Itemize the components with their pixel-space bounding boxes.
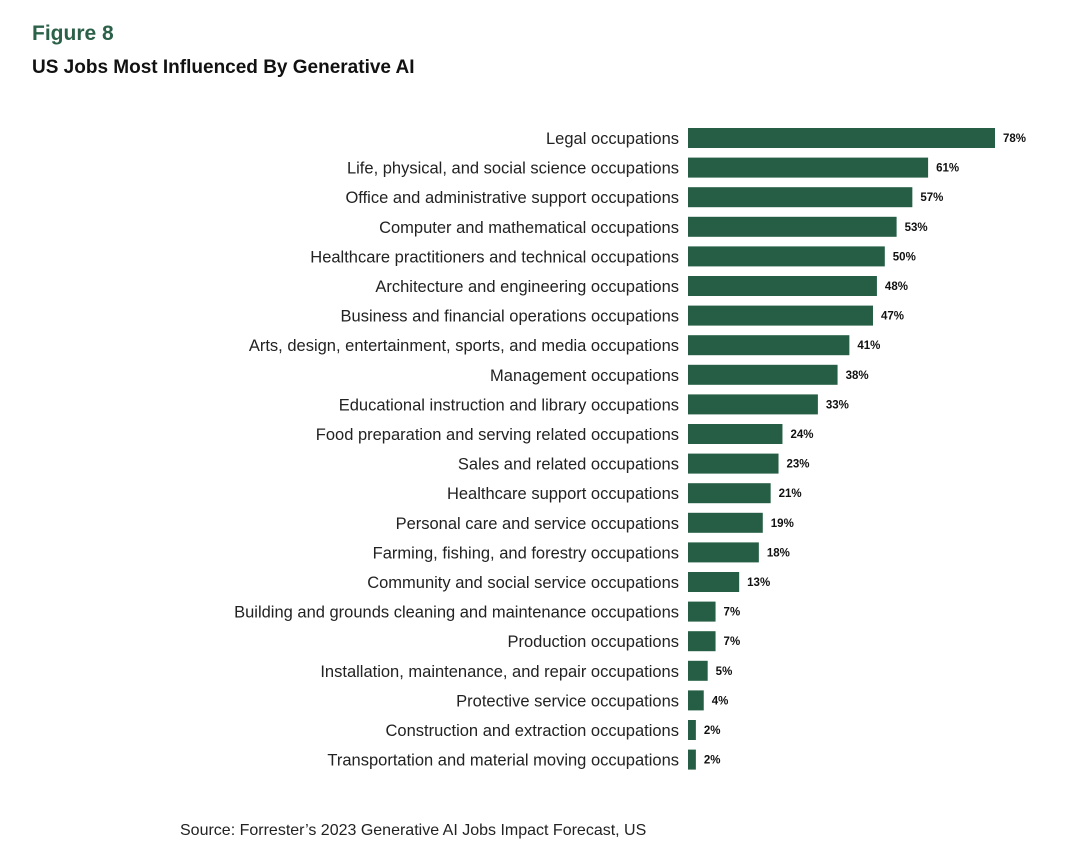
category-label: Protective service occupations [456, 692, 679, 710]
bar [688, 305, 873, 326]
category-label: Healthcare support occupations [447, 485, 679, 503]
value-label: 13% [747, 577, 770, 589]
value-label: 7% [724, 636, 741, 648]
value-label: 53% [905, 222, 928, 234]
category-label: Architecture and engineering occupations [375, 278, 679, 296]
category-label: Computer and mathematical occupations [379, 219, 679, 237]
bar [688, 246, 885, 267]
category-label: Sales and related occupations [458, 456, 679, 474]
category-label: Arts, design, entertainment, sports, and… [249, 337, 679, 355]
bar [688, 512, 763, 533]
value-label: 61% [936, 163, 959, 175]
bar [688, 424, 783, 444]
value-label: 50% [893, 251, 916, 263]
value-label: 47% [881, 311, 904, 323]
value-label: 38% [846, 370, 869, 382]
bar [688, 720, 696, 740]
category-label: Personal care and service occupations [396, 515, 679, 533]
bar [688, 453, 779, 474]
category-label: Educational instruction and library occu… [339, 396, 679, 414]
value-label: 4% [712, 695, 729, 707]
value-label: 57% [920, 192, 943, 204]
value-label: 78% [1003, 133, 1026, 145]
bar [688, 749, 696, 770]
bar [688, 483, 771, 504]
bar [688, 542, 759, 563]
category-label: Life, physical, and social science occup… [347, 160, 679, 178]
bar [688, 187, 913, 208]
value-label: 48% [885, 281, 908, 293]
category-label: Community and social service occupations [367, 574, 679, 592]
bar [688, 690, 704, 711]
category-label: Healthcare practitioners and technical o… [310, 248, 679, 266]
value-label: 2% [704, 725, 721, 737]
category-label: Building and grounds cleaning and mainte… [234, 604, 679, 622]
source-note: Source: Forrester’s 2023 Generative AI J… [180, 822, 647, 839]
bar [688, 660, 708, 681]
value-label: 41% [857, 340, 880, 352]
value-label: 19% [771, 518, 794, 530]
value-label: 18% [767, 547, 790, 559]
chart-title: US Jobs Most Influenced By Generative AI [32, 57, 415, 78]
value-label: 5% [716, 666, 733, 678]
value-label: 24% [790, 429, 813, 441]
category-label: Installation, maintenance, and repair oc… [320, 663, 679, 681]
category-label: Business and financial operations occupa… [341, 308, 679, 326]
bar [688, 601, 716, 622]
bar [688, 216, 897, 237]
figure-label: Figure 8 [32, 22, 114, 45]
category-label: Transportation and material moving occup… [327, 752, 679, 770]
value-label: 2% [704, 755, 721, 767]
value-label: 7% [724, 607, 741, 619]
bar [688, 631, 716, 652]
category-label: Legal occupations [546, 130, 679, 148]
bar [688, 394, 818, 415]
bar-chart: Legal occupations 78% Life, physical, and … [234, 128, 1026, 770]
category-label: Farming, fishing, and forestry occupatio… [373, 544, 679, 562]
category-label: Construction and extraction occupations [385, 722, 679, 740]
category-label: Production occupations [507, 633, 679, 651]
bar [688, 128, 995, 148]
category-label: Management occupations [490, 367, 679, 385]
value-label: 33% [826, 399, 849, 411]
category-label: Food preparation and serving related occ… [316, 426, 679, 444]
bar [688, 364, 838, 385]
bar [688, 157, 929, 178]
bar [688, 572, 740, 592]
value-label: 21% [779, 488, 802, 500]
bar [688, 335, 850, 356]
value-label: 23% [787, 459, 810, 471]
bar [688, 276, 877, 296]
category-label: Office and administrative support occupa… [345, 189, 679, 207]
